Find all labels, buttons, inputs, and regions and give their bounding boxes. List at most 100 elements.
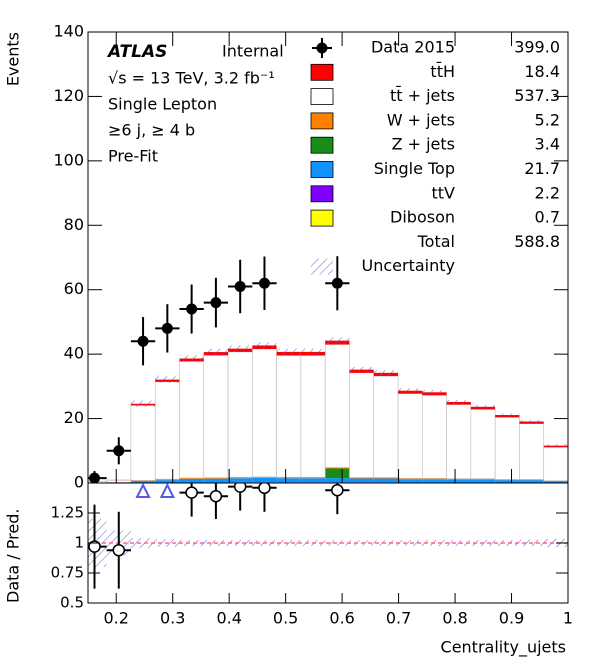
ratio-point (88, 540, 101, 553)
experiment: ATLAS (106, 42, 167, 62)
histogram-bar (519, 479, 544, 481)
uncertainty-band (446, 400, 471, 404)
histogram-bar (373, 478, 399, 483)
histogram-bar (422, 394, 447, 479)
uncertainty-band (155, 376, 180, 383)
overlay: 0 20 40 60 80 100 120 140 0.5 0.75 1 1.25 0.2 0.3 0.4 0… (51, 22, 574, 628)
legend-swatch (311, 258, 333, 275)
ratio-uncertainty-band (130, 538, 156, 548)
histogram-bar (349, 478, 374, 483)
x-tick-label: 0.8 (442, 609, 467, 628)
histogram-bar (470, 479, 496, 483)
annotation: ≥6 j, ≥ 4 b (108, 121, 195, 140)
ratio-point (258, 483, 271, 495)
legend-yield: 0.7 (535, 208, 560, 227)
histogram-bar (203, 354, 229, 478)
legend-label: tt̄H (430, 62, 455, 81)
histogram-bar (252, 348, 277, 478)
y-tick-label: 80 (64, 215, 84, 234)
ratio-plot (88, 483, 568, 589)
legend-yield: 537.3 (514, 86, 560, 105)
uncertainty-band (495, 413, 520, 417)
legend-yield: 5.2 (535, 110, 560, 129)
y-tick-label: 20 (64, 408, 84, 427)
legend-yield: 2.2 (535, 183, 560, 202)
histogram-bar (300, 355, 326, 478)
data-point (88, 472, 100, 483)
x-tick-label: 0.3 (160, 609, 185, 628)
histogram-bar (228, 477, 253, 479)
ratio-frame (87, 482, 569, 604)
legend-yield: 3.4 (535, 135, 560, 154)
histogram-bar (519, 423, 545, 480)
legend-label: W + jets (387, 110, 455, 129)
uncertainty-band (203, 348, 229, 356)
histogram-bar (276, 478, 301, 483)
legend-label: Diboson (390, 208, 455, 227)
histogram-bar (422, 479, 447, 483)
histogram-bar (446, 479, 471, 483)
histogram-bar (179, 478, 204, 483)
status: Internal (222, 42, 284, 61)
histogram-bar (398, 478, 423, 480)
histogram-bar (130, 405, 156, 481)
legend-yield: 399.0 (514, 38, 560, 57)
data-point (137, 335, 149, 347)
legend-yield: 18.4 (524, 62, 560, 81)
histogram-bar (276, 477, 301, 479)
ratio-uncertainty-band (179, 539, 204, 547)
uncertainty-band (106, 479, 131, 481)
uncertainty-band (470, 404, 496, 409)
x-tick-label: 0.2 (104, 609, 129, 628)
x-tick-label: 0.6 (329, 609, 354, 628)
histogram-bar (325, 467, 350, 469)
uncertainty-band (543, 444, 568, 447)
annotation: Single Lepton (108, 95, 217, 114)
y-tick-label: 60 (64, 279, 84, 298)
uncertainty-band (228, 345, 253, 352)
histogram-bar (300, 477, 326, 479)
histogram-bar (543, 446, 568, 482)
ratio-y-label: Data / Pred. (4, 509, 23, 603)
legend-swatch (310, 88, 334, 105)
data-point (113, 445, 125, 457)
histogram-bar (325, 468, 350, 479)
legend-swatch (310, 209, 334, 227)
uncertainty-band (398, 388, 423, 393)
ratio-uncertainty-band (228, 540, 253, 546)
uncertainty-band (325, 337, 350, 344)
histogram-bar (300, 478, 326, 483)
uncertainty-band (373, 370, 399, 376)
ratio-uncertainty-band (543, 538, 568, 548)
uncertainty-band (179, 355, 204, 362)
histogram-bar (179, 478, 204, 479)
data-point (186, 303, 198, 315)
histogram-bar (470, 478, 496, 480)
histogram-bar (397, 393, 423, 479)
legend-swatch (310, 112, 334, 130)
histogram-bar (155, 480, 180, 483)
legend-label: Z + jets (392, 135, 455, 154)
histogram-bar (519, 480, 544, 483)
histogram-bar (422, 478, 447, 480)
uncertainty-band (276, 348, 301, 356)
legend-swatch (310, 136, 334, 154)
legend-swatch (310, 185, 334, 203)
uncertainty-band (349, 367, 374, 373)
histogram-bar (252, 477, 277, 483)
histogram-bar (398, 479, 423, 483)
legend-label: ttV (432, 183, 456, 202)
histogram-bar (154, 381, 180, 480)
legend-label: Single Top (374, 159, 455, 178)
ratio-y-tick-label: 0.5 (60, 594, 84, 612)
data-point (258, 277, 270, 289)
histogram-bar (228, 478, 253, 483)
uncertainty-band (252, 342, 277, 349)
histogram-bar (495, 479, 520, 481)
x-label: Centrality_ujets (441, 638, 566, 658)
data-point (234, 280, 246, 292)
ratio-point (209, 489, 223, 503)
histogram-bar (324, 344, 350, 468)
ratio-point (112, 543, 126, 557)
